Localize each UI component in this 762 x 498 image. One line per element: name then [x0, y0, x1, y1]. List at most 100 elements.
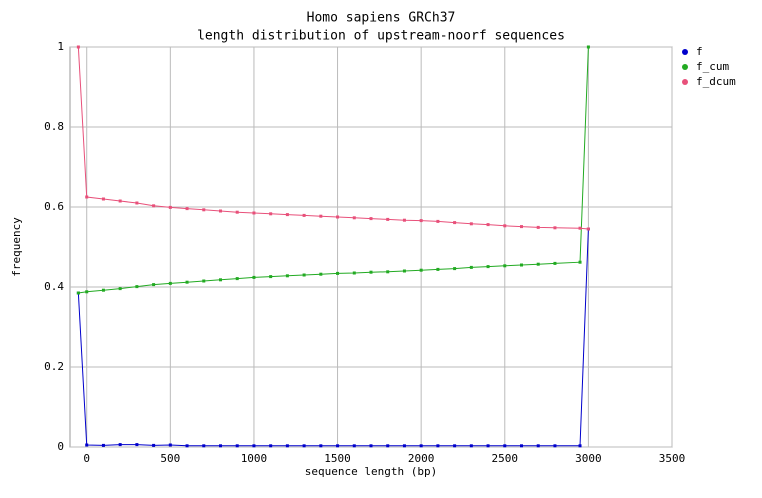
y-axis-label: frequency [10, 217, 23, 277]
legend-marker [682, 49, 688, 55]
data-point [202, 444, 206, 448]
x-tick-label: 500 [160, 452, 180, 465]
data-point [85, 443, 89, 447]
data-point [76, 291, 80, 295]
data-point [285, 444, 289, 448]
data-point [118, 287, 122, 291]
data-point [520, 225, 523, 229]
data-point [352, 216, 356, 220]
data-point [76, 45, 80, 49]
legend-marker [682, 64, 688, 70]
data-point [85, 290, 89, 294]
data-point [252, 275, 256, 279]
data-point [402, 269, 406, 273]
data-point [386, 270, 390, 274]
data-point [152, 443, 156, 447]
data-point [386, 444, 390, 448]
data-point [536, 262, 540, 266]
data-point [419, 219, 423, 223]
data-point [202, 279, 206, 283]
data-point [152, 283, 156, 287]
data-point [319, 272, 323, 276]
data-point [586, 45, 590, 49]
data-point [235, 444, 239, 448]
series-line [77, 228, 589, 447]
data-point [185, 280, 189, 284]
data-point [285, 274, 289, 278]
legend-label: f_cum [696, 60, 729, 73]
data-point [302, 273, 306, 277]
data-point [453, 221, 457, 225]
data-point [578, 260, 582, 264]
data-point [118, 199, 122, 203]
data-point [520, 444, 523, 448]
data-point [486, 223, 490, 227]
data-point [185, 444, 189, 448]
chart-subtitle: length distribution of upstream-noorf se… [197, 29, 565, 44]
data-point [419, 268, 423, 272]
data-point [536, 444, 540, 448]
data-point [386, 217, 390, 221]
x-tick-label: 0 [83, 452, 90, 465]
data-point [578, 226, 582, 230]
data-point [219, 209, 222, 213]
data-point [352, 271, 356, 275]
chart-title: Homo sapiens GRCh37 [307, 11, 456, 26]
legend-label: f [696, 45, 703, 58]
data-point [135, 201, 139, 205]
data-point [402, 444, 406, 448]
data-point [578, 444, 582, 448]
data-point [269, 444, 273, 448]
data-point [135, 443, 139, 447]
data-point [168, 443, 172, 447]
data-point [168, 281, 172, 285]
data-point [101, 443, 105, 447]
data-point [219, 278, 222, 282]
y-tick-label: 0.8 [44, 120, 64, 133]
data-point [436, 267, 440, 271]
data-point [419, 444, 423, 448]
data-point [369, 444, 373, 448]
plot-area [69, 46, 673, 448]
data-point [402, 218, 406, 222]
data-point [202, 208, 206, 212]
data-point [553, 444, 557, 448]
data-point [469, 222, 473, 226]
data-point [185, 207, 189, 211]
data-point [235, 210, 239, 214]
data-point [252, 444, 256, 448]
series-line [78, 46, 589, 294]
data-point [503, 224, 507, 228]
data-point [453, 267, 457, 271]
data-point [369, 270, 373, 274]
x-tick-label: 3000 [575, 452, 602, 465]
data-point [101, 288, 105, 292]
data-point [118, 443, 122, 447]
data-point [285, 213, 289, 217]
x-tick-label: 2000 [408, 452, 435, 465]
x-tick-label: 1000 [241, 452, 268, 465]
data-point [252, 211, 256, 215]
data-point [503, 264, 507, 268]
data-point [336, 271, 340, 275]
data-point [269, 212, 273, 216]
data-point [486, 265, 490, 269]
data-point [85, 195, 89, 199]
data-point [503, 444, 507, 448]
data-point [520, 263, 523, 267]
y-tick-label: 1 [57, 40, 64, 53]
data-point [235, 277, 239, 281]
data-point [302, 213, 306, 217]
data-point [469, 444, 473, 448]
series-line [77, 46, 589, 230]
y-tick-label: 0.4 [44, 280, 64, 293]
data-point [553, 226, 557, 230]
data-point [453, 444, 457, 448]
x-tick-label: 2500 [492, 452, 519, 465]
data-point [336, 444, 340, 448]
data-point [101, 197, 105, 201]
data-point [168, 205, 172, 209]
x-tick-label: 1500 [324, 452, 351, 465]
data-point [536, 225, 540, 229]
